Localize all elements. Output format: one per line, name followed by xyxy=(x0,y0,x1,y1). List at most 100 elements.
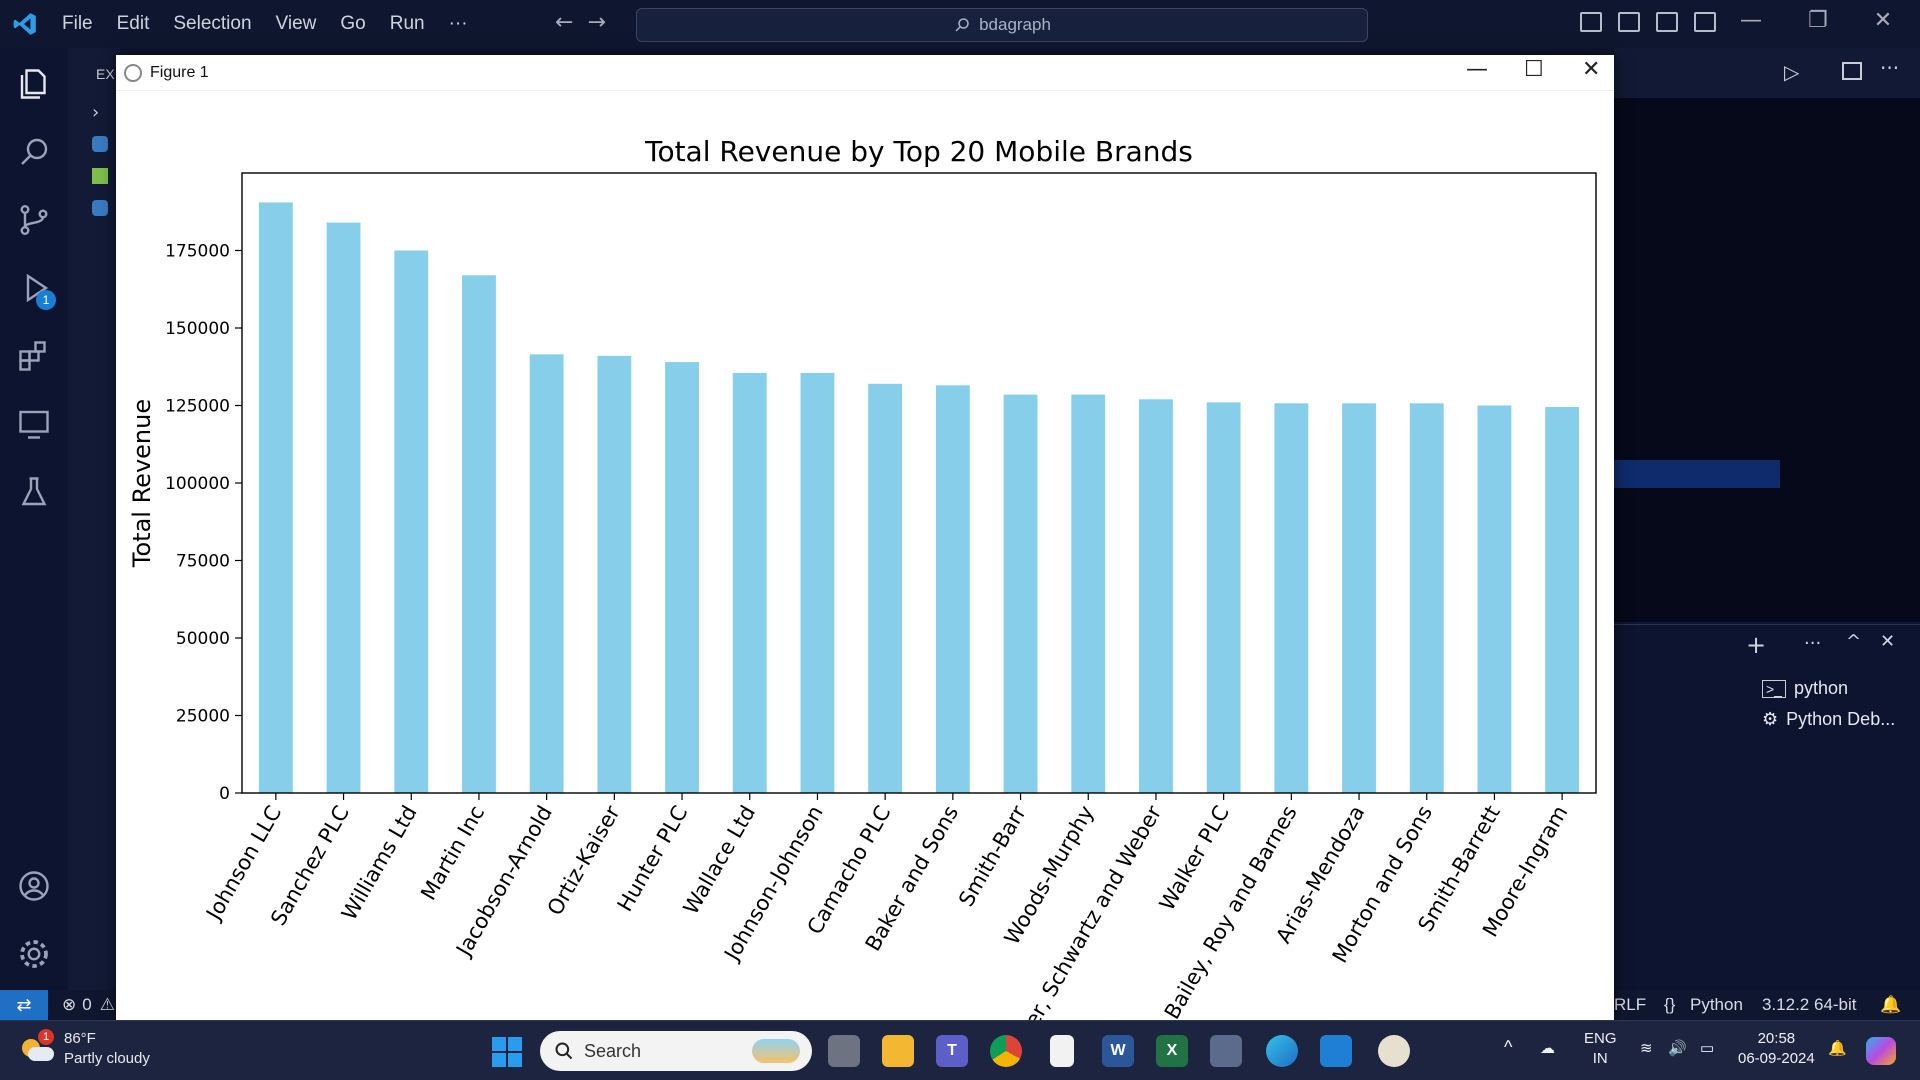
matplotlib-taskbar-icon[interactable] xyxy=(1378,1035,1410,1067)
bar xyxy=(665,362,699,793)
vscode-taskbar-icon[interactable] xyxy=(1320,1035,1352,1067)
debug-icon: ⚙ xyxy=(1762,709,1779,729)
search-highlight-icon xyxy=(752,1039,800,1063)
start-windows-icon[interactable] xyxy=(492,1037,522,1067)
accounts-icon[interactable] xyxy=(0,858,68,914)
chevron-right-icon[interactable]: › xyxy=(92,102,100,123)
lang-top: ENG xyxy=(1584,1030,1617,1047)
testing-icon[interactable] xyxy=(0,464,68,520)
panel-more-icon[interactable]: ··· xyxy=(1804,633,1822,654)
customize-layout-icon[interactable] xyxy=(1694,12,1716,32)
chrome-icon[interactable] xyxy=(990,1035,1022,1067)
settings-gear-icon[interactable] xyxy=(0,926,68,982)
file-explorer-icon[interactable] xyxy=(882,1035,914,1067)
y-tick-label: 125000 xyxy=(165,397,230,417)
new-terminal-icon[interactable]: + xyxy=(1746,631,1767,659)
terminal-item-python[interactable]: >_ python xyxy=(1762,678,1848,699)
weather-widget[interactable]: 1 86°F Partly cloudy xyxy=(20,1029,150,1069)
extensions-icon[interactable] xyxy=(0,328,68,384)
y-tick-label: 25000 xyxy=(176,707,230,727)
restore-icon[interactable]: ❐ xyxy=(1808,8,1828,33)
more-actions-icon[interactable]: ··· xyxy=(1880,56,1900,80)
toggle-secondary-sidebar-icon[interactable] xyxy=(1656,12,1678,32)
minimap-highlight xyxy=(1614,460,1780,488)
sidebar-header: EX xyxy=(96,66,115,82)
run-debug-icon[interactable]: 1 xyxy=(0,260,68,316)
language-indicator[interactable]: ENG IN xyxy=(1584,1029,1617,1069)
notifications-bell-icon[interactable]: 🔔 xyxy=(1880,995,1902,1014)
bar xyxy=(1409,403,1444,793)
editor-tab-bar: ▷ ··· xyxy=(1614,48,1920,98)
bar-chart: Total Revenue by Top 20 Mobile BrandsJoh… xyxy=(128,135,1597,1021)
bar xyxy=(1477,405,1512,793)
taskbar-search[interactable]: Search xyxy=(540,1031,812,1071)
volume-icon[interactable]: 🔊 xyxy=(1668,1040,1687,1057)
task-view-icon[interactable] xyxy=(828,1035,860,1067)
terminal-item-python-debug[interactable]: ⚙ Python Deb... xyxy=(1762,709,1895,730)
bar xyxy=(935,385,970,793)
figure-maximize-icon[interactable]: ☐ xyxy=(1524,57,1544,82)
close-icon[interactable]: ✕ xyxy=(1873,8,1893,33)
tray-overflow-icon[interactable]: ^ xyxy=(1504,1037,1513,1057)
python-interpreter[interactable]: 3.12.2 64-bit xyxy=(1762,995,1857,1014)
errors-icon[interactable]: ⊗ xyxy=(62,995,77,1014)
menu-view[interactable]: View xyxy=(275,13,317,34)
clock-date: 06-09-2024 xyxy=(1738,1050,1815,1067)
notepad-icon[interactable] xyxy=(1050,1035,1074,1067)
wifi-icon[interactable]: ≋ xyxy=(1640,1040,1653,1057)
clock[interactable]: 20:58 06-09-2024 xyxy=(1738,1029,1815,1069)
search-sidebar-icon[interactable] xyxy=(0,124,68,180)
onedrive-icon[interactable]: ☁ xyxy=(1540,1040,1555,1057)
remote-indicator-icon[interactable]: ⇄ xyxy=(0,990,48,1020)
menu-edit[interactable]: Edit xyxy=(116,13,150,34)
copilot-icon[interactable] xyxy=(1866,1037,1896,1065)
menu-run[interactable]: Run xyxy=(389,13,425,34)
edge-icon[interactable] xyxy=(1266,1035,1298,1067)
errors-count[interactable]: 0 xyxy=(82,995,92,1014)
y-tick-label: 175000 xyxy=(165,242,230,262)
bar xyxy=(1139,399,1173,793)
menu-selection[interactable]: Selection xyxy=(173,13,252,34)
line-ending[interactable]: RLF xyxy=(1614,995,1647,1014)
toggle-panel-icon[interactable] xyxy=(1618,12,1640,32)
excel-icon[interactable]: X xyxy=(1156,1035,1188,1067)
forward-arrow-icon[interactable]: → xyxy=(587,10,606,35)
menu-go[interactable]: Go xyxy=(340,13,366,34)
close-panel-icon[interactable]: ✕ xyxy=(1880,631,1896,652)
run-file-icon[interactable]: ▷ xyxy=(1784,60,1800,84)
search-icon xyxy=(555,1042,573,1060)
back-arrow-icon[interactable]: ← xyxy=(555,10,574,35)
windows-taskbar: 1 86°F Partly cloudy Search T W X ^ ☁ EN… xyxy=(0,1020,1920,1080)
spreadsheet-file-icon[interactable] xyxy=(92,168,108,184)
x-tick-label: Ortiz-Kaiser xyxy=(543,801,625,919)
source-control-icon[interactable] xyxy=(0,192,68,248)
notification-bell-icon[interactable]: 🔔 xyxy=(1828,1040,1847,1057)
debug-badge: 1 xyxy=(36,290,56,310)
language-braces-icon: {} xyxy=(1664,995,1676,1014)
weather-temp: 86°F xyxy=(64,1030,96,1047)
menu-more[interactable]: ··· xyxy=(448,13,468,34)
remote-explorer-icon[interactable] xyxy=(0,396,68,452)
split-editor-icon[interactable] xyxy=(1842,62,1862,80)
minimize-icon[interactable]: — xyxy=(1740,8,1762,33)
virtualbox-icon[interactable] xyxy=(1210,1035,1242,1067)
maximize-panel-icon[interactable]: ^ xyxy=(1846,631,1862,652)
x-tick-label: Bailey, Roy and Barnes xyxy=(1160,802,1302,1021)
warnings-icon[interactable]: ⚠ xyxy=(99,995,115,1014)
figure-minimize-icon[interactable]: — xyxy=(1466,57,1488,82)
python-file-icon[interactable] xyxy=(92,200,108,216)
explorer-icon[interactable] xyxy=(0,56,68,112)
word-icon[interactable]: W xyxy=(1102,1035,1134,1067)
battery-icon[interactable]: ▭ xyxy=(1700,1040,1715,1057)
bar xyxy=(597,355,632,793)
figure-window-title: Figure 1 xyxy=(150,63,209,81)
command-center-search[interactable]: bdagraph xyxy=(636,8,1368,42)
toggle-sidebar-icon[interactable] xyxy=(1580,12,1602,32)
figure-close-icon[interactable]: ✕ xyxy=(1582,57,1601,82)
python-file-icon[interactable] xyxy=(92,136,108,152)
vscode-logo-icon xyxy=(0,0,50,48)
menu-file[interactable]: File xyxy=(62,13,93,34)
teams-icon[interactable]: T xyxy=(936,1035,968,1067)
bar xyxy=(1003,394,1038,793)
language-mode[interactable]: Python xyxy=(1690,995,1743,1014)
